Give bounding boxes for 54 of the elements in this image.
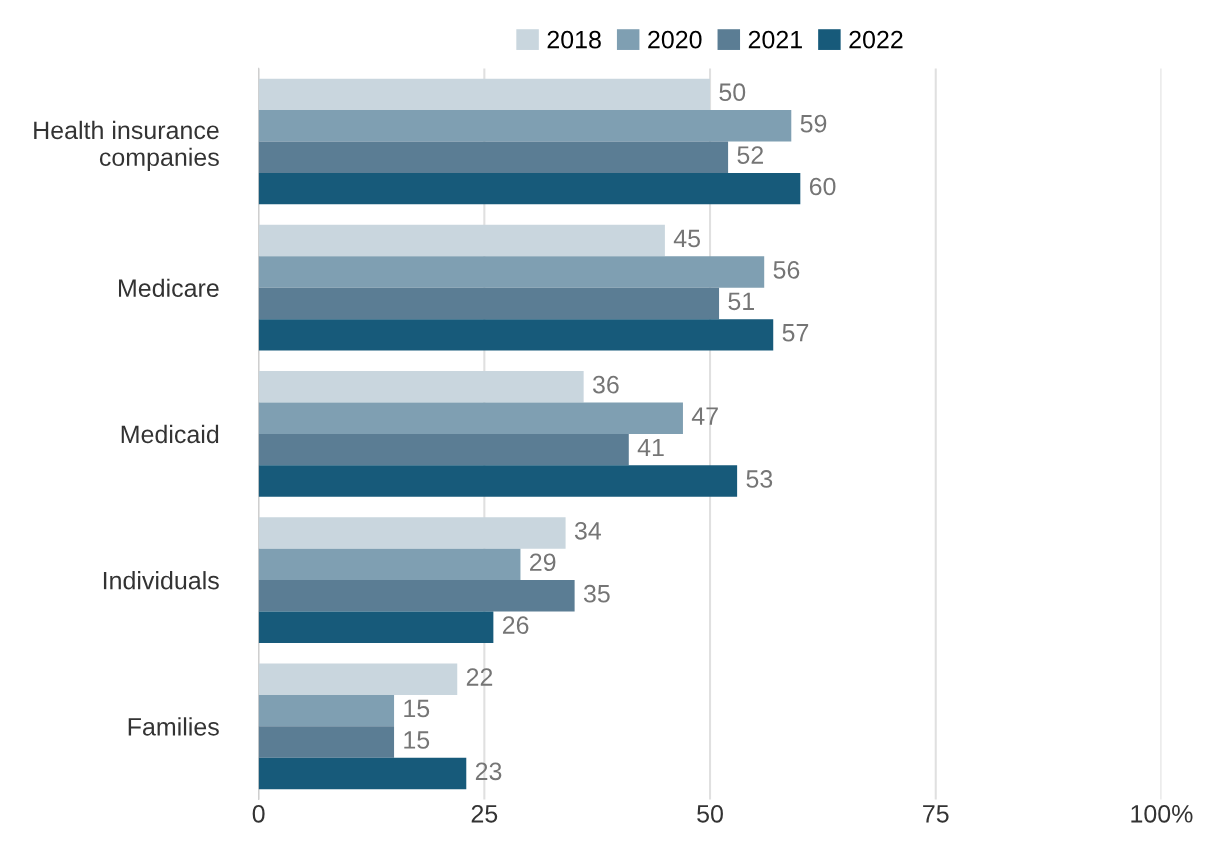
x-tick-label: 75 — [923, 805, 949, 823]
bar — [258, 757, 467, 790]
bar — [258, 224, 665, 257]
legend-label: 2021 — [748, 30, 802, 49]
data-label: 51 — [728, 292, 754, 311]
data-label: 41 — [637, 438, 664, 457]
data-label: 53 — [746, 470, 773, 488]
bar — [258, 319, 774, 351]
bar — [258, 663, 458, 695]
data-label: 59 — [800, 114, 827, 133]
bar — [258, 402, 683, 434]
bar — [258, 548, 521, 581]
x-tick-label: 100% — [1131, 804, 1193, 823]
data-label: 15 — [404, 699, 430, 718]
bar — [258, 465, 738, 497]
data-label: 34 — [574, 521, 601, 540]
bar — [258, 110, 792, 142]
y-tick-label: Medicare — [118, 278, 219, 298]
data-label: 35 — [583, 584, 610, 603]
bar — [258, 580, 575, 612]
x-tick-label: 25 — [471, 804, 498, 823]
y-tick-label: Individuals — [103, 571, 219, 590]
legend-label: 2018 — [547, 30, 601, 49]
x-tick-label: 50 — [697, 804, 723, 823]
y-tick-label: Families — [128, 717, 219, 736]
data-label: 22 — [466, 668, 493, 686]
bar — [258, 726, 395, 758]
bar — [258, 611, 494, 643]
bar — [258, 433, 629, 466]
data-label: 29 — [530, 553, 556, 572]
bar — [258, 78, 711, 111]
data-label: 36 — [592, 375, 619, 394]
bar — [258, 256, 765, 288]
data-label: 26 — [502, 616, 529, 634]
legend-label: 2020 — [648, 30, 702, 49]
data-label: 50 — [719, 83, 746, 102]
bar — [258, 172, 801, 205]
data-label: 47 — [691, 407, 718, 425]
bar — [258, 371, 584, 403]
data-label: 56 — [773, 261, 800, 279]
data-label: 23 — [475, 762, 502, 781]
data-label: 60 — [809, 177, 836, 196]
bar — [258, 517, 566, 549]
bar — [258, 141, 729, 173]
bar — [258, 694, 395, 727]
data-label: 57 — [782, 324, 809, 342]
data-label: 45 — [673, 229, 700, 248]
data-label: 52 — [737, 146, 763, 164]
data-label: 15 — [404, 731, 430, 749]
x-tick-label: 0 — [252, 804, 265, 823]
y-tick-label: Medicaid — [121, 424, 219, 444]
y-tick-label: Health insurance companies — [34, 120, 219, 172]
bar — [258, 287, 720, 320]
legend-label: 2022 — [849, 30, 903, 49]
